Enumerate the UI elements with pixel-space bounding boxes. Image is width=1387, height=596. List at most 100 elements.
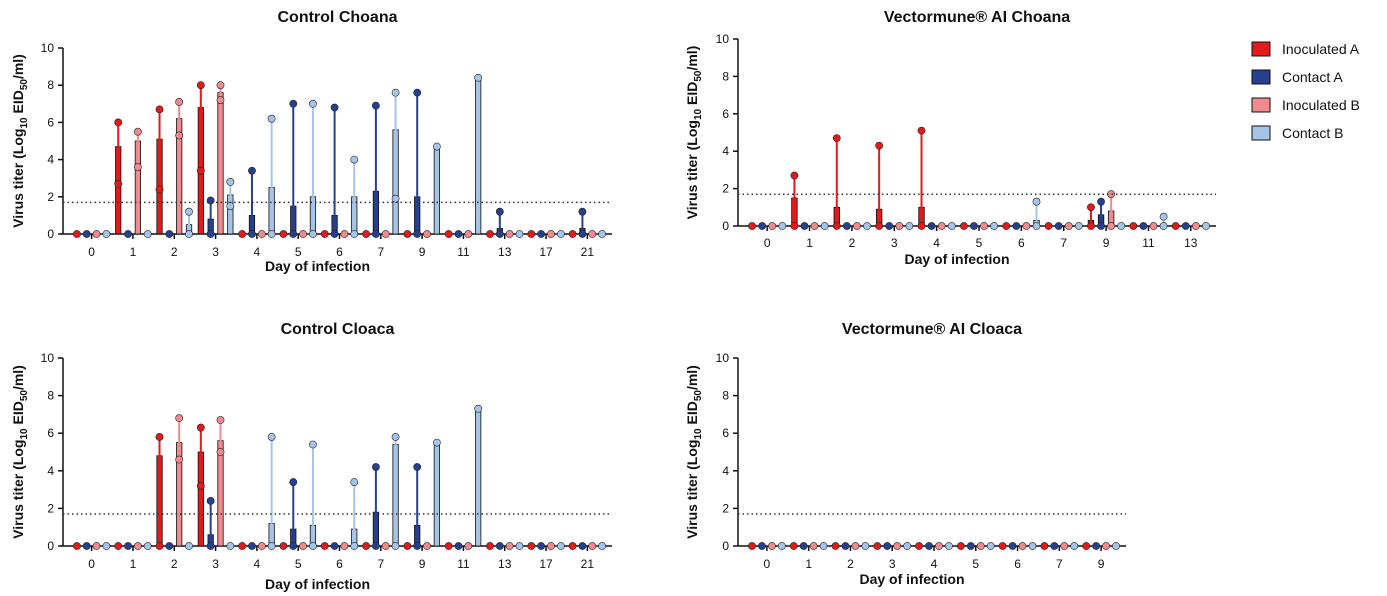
data-point	[831, 542, 840, 550]
x-tick-label: 5	[972, 557, 979, 571]
y-tick-label: 2	[47, 190, 54, 204]
data-point	[778, 222, 787, 230]
data-point	[248, 542, 256, 550]
data-point	[873, 542, 882, 550]
data-point	[1102, 542, 1110, 550]
data-point	[279, 230, 288, 238]
data-point	[1087, 222, 1095, 230]
data-point	[853, 222, 861, 230]
x-tick-label: 11	[457, 557, 470, 571]
data-point	[903, 542, 912, 550]
y-axis-label: Virus titer (Log10 EID50/ml)	[10, 365, 30, 539]
data-point	[133, 163, 142, 171]
data-point	[267, 433, 276, 441]
data-point	[279, 542, 288, 550]
x-tick-label: 21	[581, 245, 595, 259]
data-point	[568, 542, 577, 550]
data-point	[216, 448, 225, 456]
y-tick-label: 6	[722, 426, 729, 440]
data-point	[1022, 222, 1031, 230]
data-point	[350, 230, 359, 238]
y-tick-label: 4	[47, 464, 54, 478]
data-point	[309, 230, 317, 238]
y-tick-label: 8	[722, 69, 729, 83]
data-point	[248, 230, 256, 238]
data-point	[1018, 542, 1027, 550]
data-point	[1092, 542, 1101, 550]
data-point	[800, 222, 809, 230]
x-tick-label: 17	[539, 245, 553, 259]
data-point	[413, 542, 422, 550]
data-point	[238, 230, 247, 238]
bar	[217, 92, 224, 235]
x-tick-label: 7	[377, 245, 384, 259]
data-point	[175, 98, 184, 106]
data-point	[124, 542, 132, 550]
data-point	[226, 202, 235, 210]
y-tick-label: 10	[716, 32, 730, 46]
x-tick-label: 7	[1060, 236, 1067, 250]
data-point	[990, 222, 999, 230]
x-axis-label: Day of infection	[265, 258, 370, 274]
x-tick-label: 7	[377, 557, 384, 571]
data-point	[547, 230, 555, 238]
x-tick-label: 13	[498, 557, 512, 571]
data-point	[1070, 542, 1079, 550]
data-point	[863, 222, 871, 230]
data-point	[917, 126, 926, 135]
x-tick-label: 7	[1056, 557, 1063, 571]
data-point	[515, 542, 524, 550]
y-tick-label: 10	[41, 41, 55, 55]
x-tick-label: 0	[88, 557, 95, 571]
bar	[475, 408, 482, 547]
data-point	[196, 166, 205, 175]
data-point	[505, 542, 514, 550]
y-tick-label: 4	[722, 464, 729, 478]
x-tick-label: 0	[88, 245, 95, 259]
x-tick-label: 5	[295, 557, 302, 571]
data-point	[1054, 222, 1063, 230]
legend-label: Inoculated B	[1282, 97, 1360, 113]
y-tick-label: 0	[722, 219, 729, 233]
x-tick-label: 9	[1098, 557, 1105, 571]
data-point	[1181, 222, 1190, 230]
data-point	[810, 222, 819, 230]
data-point	[883, 542, 892, 550]
x-tick-label: 3	[891, 236, 898, 250]
data-point	[820, 222, 829, 230]
x-axis-label: Day of infection	[904, 251, 1009, 267]
legend-label: Inoculated A	[1282, 41, 1360, 57]
data-point	[885, 222, 894, 230]
data-point	[257, 542, 266, 550]
data-point	[495, 542, 504, 550]
data-point	[547, 542, 555, 550]
data-point	[206, 542, 215, 550]
x-tick-label: 1	[806, 236, 813, 250]
data-point	[768, 222, 777, 230]
data-point	[330, 103, 339, 112]
data-point	[371, 101, 380, 110]
data-point	[598, 542, 606, 550]
data-point	[758, 542, 766, 550]
data-point	[1097, 197, 1105, 206]
data-point	[371, 463, 380, 471]
data-point	[371, 542, 380, 550]
data-point	[340, 542, 349, 550]
x-tick-label: 0	[764, 557, 771, 571]
data-point	[143, 542, 152, 550]
data-point	[289, 478, 298, 486]
data-point	[196, 423, 205, 432]
data-point	[73, 542, 81, 550]
data-point	[1139, 222, 1148, 230]
data-point	[432, 438, 441, 447]
data-point	[937, 222, 946, 230]
x-tick-label: 4	[254, 245, 261, 259]
data-point	[196, 81, 205, 90]
y-tick-label: 8	[722, 389, 729, 403]
data-point	[257, 230, 266, 238]
data-point	[391, 433, 400, 441]
data-point	[1064, 222, 1073, 230]
data-point	[568, 230, 577, 238]
